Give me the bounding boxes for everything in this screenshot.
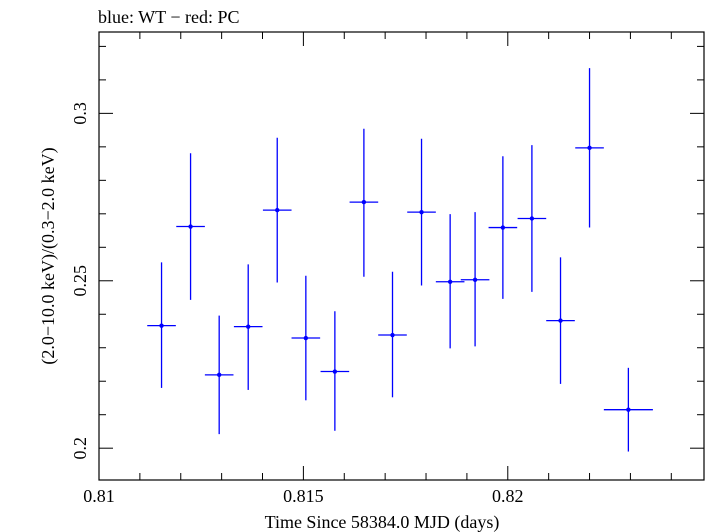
data-point bbox=[378, 271, 407, 398]
data-point bbox=[435, 214, 465, 349]
data-point bbox=[176, 153, 205, 300]
data-marker bbox=[587, 145, 592, 151]
data-marker bbox=[390, 332, 395, 338]
data-point bbox=[291, 275, 321, 401]
data-point bbox=[460, 212, 490, 347]
data-point bbox=[488, 156, 518, 299]
data-point bbox=[204, 315, 234, 435]
data-marker bbox=[419, 209, 424, 215]
data-point bbox=[407, 138, 436, 286]
axis-ticks bbox=[98, 32, 704, 480]
chart-title: blue: WT − red: PC bbox=[98, 7, 239, 27]
data-marker bbox=[472, 277, 478, 282]
data-marker bbox=[529, 216, 535, 221]
y-tick-label: 0.2 bbox=[70, 437, 90, 460]
data-marker bbox=[626, 407, 631, 412]
data-marker bbox=[500, 225, 506, 230]
data-point bbox=[262, 137, 292, 283]
data-point bbox=[603, 367, 653, 452]
data-marker bbox=[361, 199, 367, 205]
data-marker bbox=[216, 372, 222, 378]
data-marker bbox=[447, 279, 453, 284]
data-point bbox=[147, 262, 176, 388]
data-marker bbox=[332, 369, 338, 374]
data-point bbox=[546, 257, 575, 384]
data-point bbox=[233, 264, 263, 390]
data-marker bbox=[558, 318, 563, 323]
data-point bbox=[349, 128, 379, 277]
data-point bbox=[575, 68, 604, 228]
x-tick-label: 0.82 bbox=[492, 486, 524, 506]
axis-tick-labels: 0.81 0.815 0.82 0.2 0.25 0.3 bbox=[70, 102, 524, 506]
y-tick-label: 0.25 bbox=[70, 265, 90, 297]
data-marker bbox=[159, 323, 164, 328]
x-axis-label: Time Since 58384.0 MJD (days) bbox=[265, 512, 500, 532]
y-axis-label: (2.0−10.0 keV)/(0.3−2.0 keV) bbox=[38, 147, 59, 364]
data-point bbox=[517, 145, 547, 292]
data-marker bbox=[246, 324, 251, 329]
x-tick-label: 0.815 bbox=[283, 486, 324, 506]
data-points bbox=[147, 68, 653, 452]
x-tick-label: 0.81 bbox=[83, 486, 115, 506]
y-tick-label: 0.3 bbox=[70, 102, 90, 125]
data-marker bbox=[275, 207, 280, 213]
plot-frame bbox=[98, 31, 705, 481]
data-marker bbox=[188, 224, 193, 229]
data-point bbox=[320, 311, 350, 431]
data-marker bbox=[303, 335, 309, 341]
